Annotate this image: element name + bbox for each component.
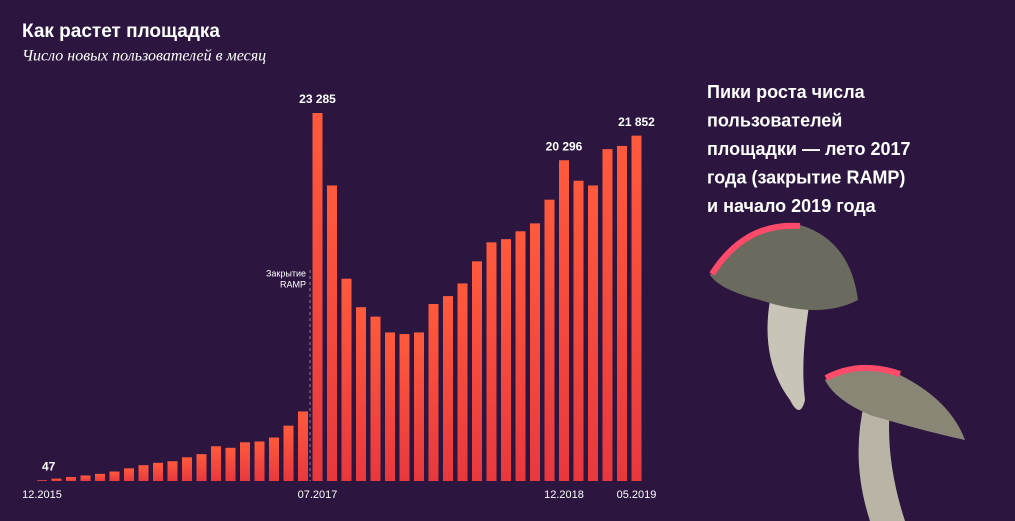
bar: [588, 185, 598, 481]
x-tick-label: 12.2015: [22, 489, 62, 501]
bar: [196, 454, 207, 481]
bar: [51, 478, 62, 481]
bar: [240, 442, 250, 481]
bar: [341, 278, 352, 481]
bar: [225, 447, 236, 481]
bar: [298, 411, 308, 481]
bar: [356, 307, 366, 481]
bar: [414, 332, 424, 481]
bar: [211, 446, 221, 481]
bar: [37, 480, 47, 481]
side-text: Пики роста числа: [707, 82, 866, 102]
bar: [631, 135, 642, 481]
annotation: RAMP: [280, 279, 306, 289]
bar: [124, 468, 134, 481]
side-text: и начало 2019 года: [707, 196, 877, 216]
side-text: пользователей: [707, 110, 842, 130]
bar: [501, 239, 511, 481]
bar: [312, 113, 323, 481]
bar: [515, 231, 526, 481]
bar: [370, 316, 381, 481]
bar: [544, 199, 555, 481]
bar: [559, 160, 569, 481]
bar: [182, 457, 192, 481]
x-tick-label: 05.2019: [617, 489, 657, 501]
bar: [283, 425, 294, 481]
bar: [486, 242, 497, 481]
bar: [443, 296, 453, 481]
chart-subtitle: Число новых пользователей в месяц: [22, 48, 266, 65]
bar: [109, 471, 120, 481]
side-text: площадки — лето 2017: [707, 139, 911, 159]
bar: [472, 261, 482, 481]
chart-title: Как растет площадка: [22, 21, 220, 42]
x-tick-label: 12.2018: [544, 489, 584, 501]
bar: [153, 462, 163, 481]
bar: [138, 465, 149, 481]
bar: [457, 283, 468, 481]
bar: [80, 475, 91, 481]
bar: [269, 437, 279, 481]
bar: [327, 185, 337, 481]
bar: [167, 461, 178, 481]
annotation: Закрытие: [266, 268, 306, 278]
bar: [573, 180, 584, 481]
x-tick-label: 07.2017: [298, 489, 338, 501]
bar: [95, 473, 105, 481]
bar: [617, 145, 627, 481]
bar: [530, 223, 540, 482]
bar: [385, 332, 395, 481]
side-text: года (закрытие RAMP): [707, 167, 905, 187]
mushrooms: [709, 222, 965, 521]
value-label: 47: [42, 459, 56, 473]
bar: [428, 303, 439, 481]
bar: [602, 149, 613, 481]
bar: [399, 334, 410, 481]
value-label: 20 296: [546, 139, 583, 153]
value-label: 23 285: [299, 92, 336, 106]
value-label: 21 852: [618, 115, 655, 129]
bar: [66, 477, 76, 481]
bar: [254, 441, 265, 481]
